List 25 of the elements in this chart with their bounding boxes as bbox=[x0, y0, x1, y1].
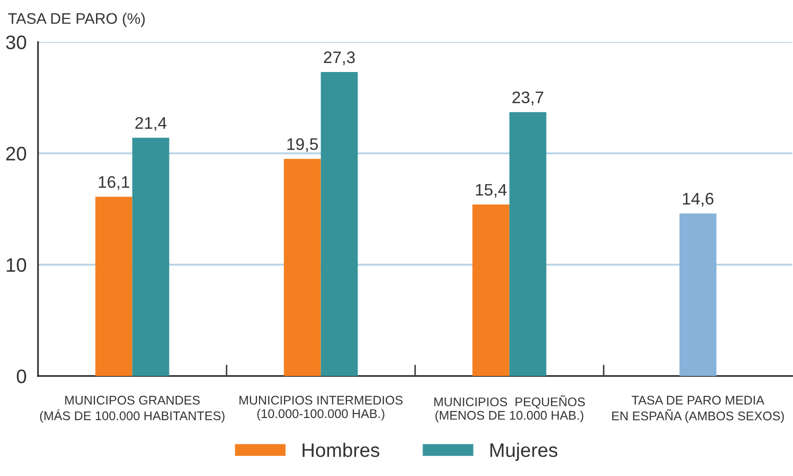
data-label: 19,5 bbox=[287, 138, 318, 152]
x-tick-label: MUNICIPIOS PEQUEÑOS (MENOS DE 10.000 HAB.) bbox=[434, 395, 585, 422]
y-tick-label: 30 bbox=[6, 35, 26, 50]
x-tick-label: MUNICIPIOS INTERMEDIOS (10.000-100.000 HAB.) bbox=[240, 396, 403, 421]
data-label: 14,6 bbox=[682, 192, 714, 207]
legend-label: Mujeres bbox=[490, 442, 558, 461]
data-label: 27,3 bbox=[324, 51, 355, 66]
x-tick-label: MUNICIPOS GRANDES (MÁS DE 100.000 HABITANTES) bbox=[40, 396, 224, 423]
data-label: 16,1 bbox=[98, 176, 130, 190]
y-axis-title: TASA DE PARO (%) bbox=[8, 12, 145, 27]
x-tick-label: TASA DE PARO MEDIA EN ESPAÑA (AMBOS SEXOS) bbox=[612, 396, 784, 423]
bar bbox=[679, 213, 716, 376]
bar bbox=[320, 72, 358, 376]
bar bbox=[509, 112, 546, 376]
data-label: 21,4 bbox=[135, 117, 166, 131]
y-tick-label: 10 bbox=[6, 258, 26, 272]
y-tick-label: 20 bbox=[6, 146, 26, 161]
data-label: 15,4 bbox=[476, 184, 507, 198]
bar bbox=[132, 138, 170, 376]
legend-label: Hombres bbox=[302, 442, 380, 458]
y-tick-label: 0 bbox=[16, 369, 26, 384]
data-label: 23,7 bbox=[512, 91, 544, 106]
bar bbox=[472, 204, 510, 376]
bar bbox=[284, 158, 321, 376]
bar bbox=[95, 196, 132, 376]
